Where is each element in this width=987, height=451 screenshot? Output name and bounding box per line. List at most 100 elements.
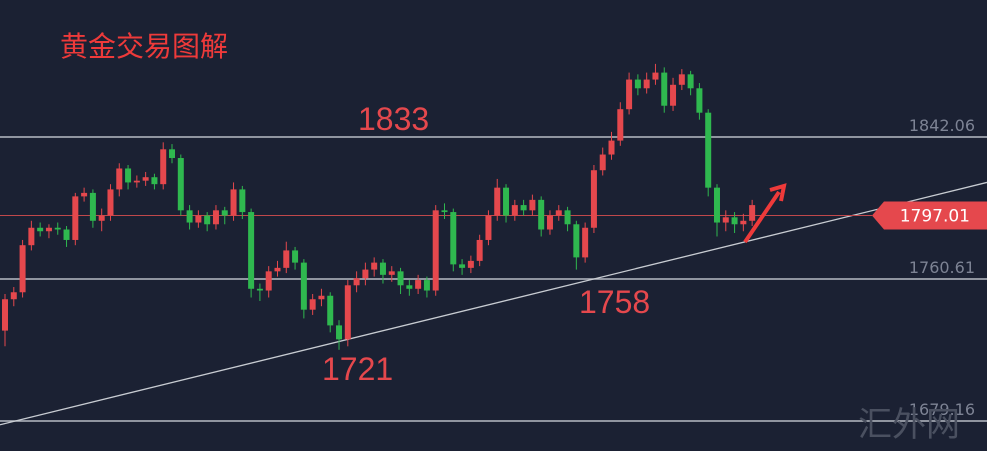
candle-body bbox=[705, 112, 712, 188]
candle-body bbox=[10, 292, 17, 300]
candle-body bbox=[248, 212, 255, 289]
candle-body bbox=[617, 109, 624, 141]
candle-body bbox=[45, 227, 52, 232]
candle-body bbox=[362, 269, 369, 279]
candle-body bbox=[441, 210, 448, 213]
candle-body bbox=[379, 262, 386, 275]
candle-body bbox=[151, 177, 158, 185]
candle-body bbox=[169, 149, 176, 159]
candle-body bbox=[89, 192, 96, 221]
candle-body bbox=[661, 72, 668, 106]
candle-body bbox=[19, 245, 26, 293]
y-tick-label: 1679.16 bbox=[909, 400, 975, 419]
candle-body bbox=[107, 189, 114, 216]
candle-body bbox=[520, 205, 527, 211]
candle-body bbox=[336, 325, 343, 340]
candle-body bbox=[212, 210, 219, 225]
candle-body bbox=[318, 295, 325, 300]
candle-body bbox=[54, 227, 61, 230]
candle-body bbox=[283, 250, 290, 268]
candle-body bbox=[494, 187, 501, 216]
candle-body bbox=[309, 299, 316, 310]
candle-body bbox=[415, 280, 422, 289]
candle-body bbox=[274, 267, 281, 272]
candle-body bbox=[116, 168, 123, 190]
plot: 1842.06 1760.61 1679.16 bbox=[0, 63, 987, 426]
candle-body bbox=[406, 285, 413, 289]
candle-body bbox=[256, 288, 263, 291]
candle-body bbox=[599, 154, 606, 171]
arrow bbox=[743, 183, 787, 244]
candle-body bbox=[538, 199, 545, 230]
candle-body bbox=[133, 180, 140, 183]
candle-body bbox=[432, 210, 439, 291]
candle-body bbox=[37, 227, 44, 232]
candle-body bbox=[300, 262, 307, 310]
chart-title: 黄金交易图解 bbox=[60, 30, 228, 63]
candle-body bbox=[696, 88, 703, 113]
candle-body bbox=[327, 295, 334, 326]
candle-body bbox=[186, 210, 193, 223]
candle-body bbox=[423, 280, 430, 291]
candle-body bbox=[160, 149, 167, 185]
candle-body bbox=[204, 215, 211, 225]
candle-body bbox=[81, 192, 88, 197]
candle-body bbox=[177, 158, 184, 211]
candle-body bbox=[713, 187, 720, 223]
candle-body bbox=[485, 215, 492, 240]
candle-body bbox=[687, 74, 694, 89]
candle-body bbox=[511, 205, 518, 216]
trendline bbox=[0, 181, 987, 426]
candle-body bbox=[371, 262, 378, 270]
candle-body bbox=[221, 210, 228, 216]
candle-body bbox=[573, 224, 580, 258]
candle-body bbox=[459, 264, 466, 268]
watermark: 汇外网 bbox=[858, 405, 960, 445]
candle-body bbox=[608, 140, 615, 155]
candle-body bbox=[28, 227, 35, 246]
candle-body bbox=[467, 260, 474, 268]
candle-body bbox=[740, 220, 747, 225]
candle-body bbox=[142, 177, 149, 181]
candle-body bbox=[590, 170, 597, 228]
candle-body bbox=[626, 79, 633, 110]
annotation: 1833 bbox=[358, 101, 429, 137]
y-tick-label: 1842.06 bbox=[909, 116, 975, 135]
candle-body bbox=[230, 189, 237, 216]
candle-body bbox=[476, 239, 483, 261]
candle-body bbox=[450, 212, 457, 265]
y-tick-label: 1760.61 bbox=[909, 258, 975, 277]
candle-body bbox=[643, 79, 650, 89]
candle-body bbox=[353, 278, 360, 286]
annotation: 1758 bbox=[579, 284, 650, 320]
candle-body bbox=[582, 227, 589, 258]
candle-body bbox=[397, 271, 404, 286]
candle-body bbox=[652, 72, 659, 80]
candle-body bbox=[555, 210, 562, 216]
candle-body bbox=[195, 215, 202, 223]
annotation: 1721 bbox=[322, 351, 393, 387]
candle-body bbox=[388, 271, 395, 275]
candle-body bbox=[239, 189, 246, 213]
candle-body bbox=[731, 217, 738, 225]
candle-body bbox=[546, 215, 553, 230]
candle-body bbox=[63, 229, 70, 240]
price-tag-label: 1797.01 bbox=[900, 207, 970, 227]
candle-body bbox=[749, 205, 756, 221]
candle-body bbox=[292, 250, 299, 263]
candle-body bbox=[125, 168, 132, 183]
candle-body bbox=[670, 84, 677, 106]
candle-body bbox=[678, 74, 685, 85]
candle-body bbox=[72, 196, 79, 240]
candle-body bbox=[722, 217, 729, 223]
candle-body bbox=[344, 285, 351, 340]
candle-body bbox=[98, 215, 105, 221]
candle-body bbox=[529, 199, 536, 211]
candle-body bbox=[2, 299, 8, 331]
candle-body bbox=[265, 271, 272, 291]
price-tag bbox=[872, 201, 987, 230]
candle-body bbox=[503, 187, 510, 216]
candle-body bbox=[634, 79, 641, 89]
